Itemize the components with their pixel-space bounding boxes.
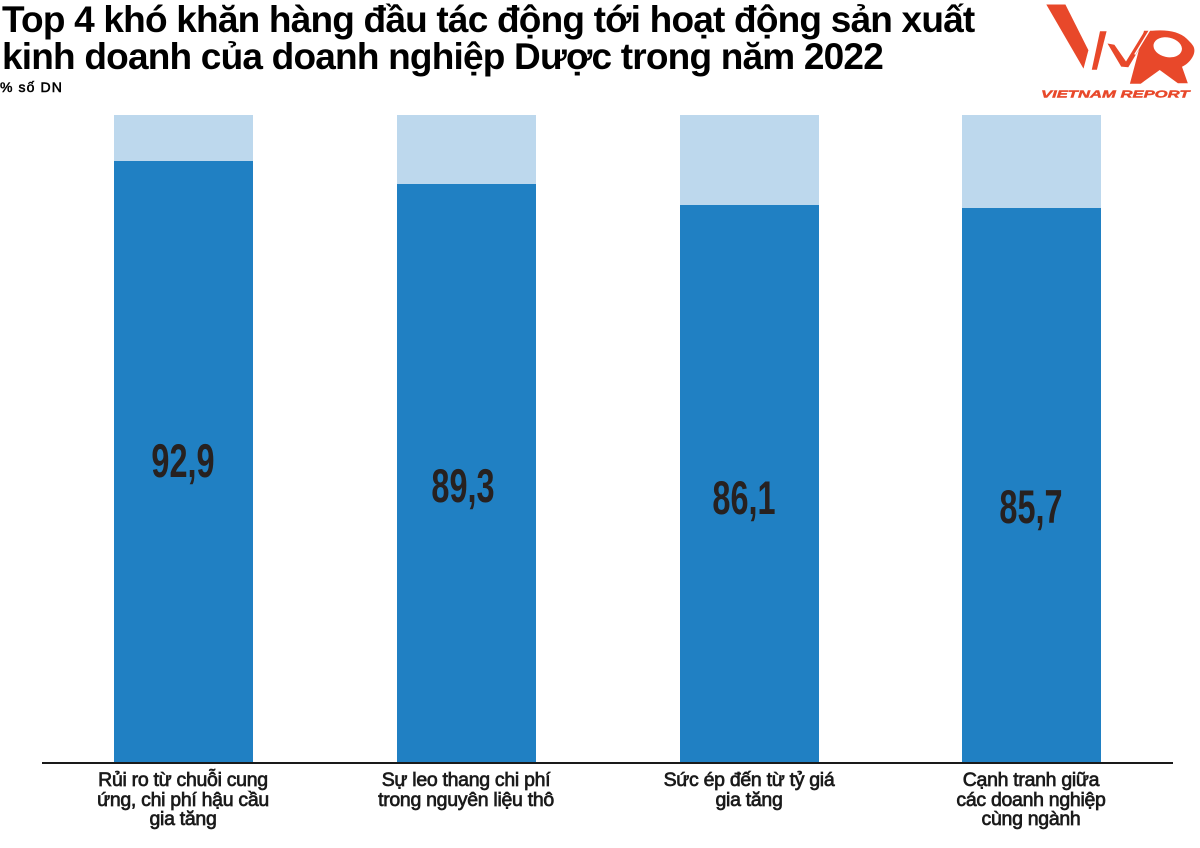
svg-text:VIETNAM REPORT: VIETNAM REPORT	[1041, 89, 1192, 101]
